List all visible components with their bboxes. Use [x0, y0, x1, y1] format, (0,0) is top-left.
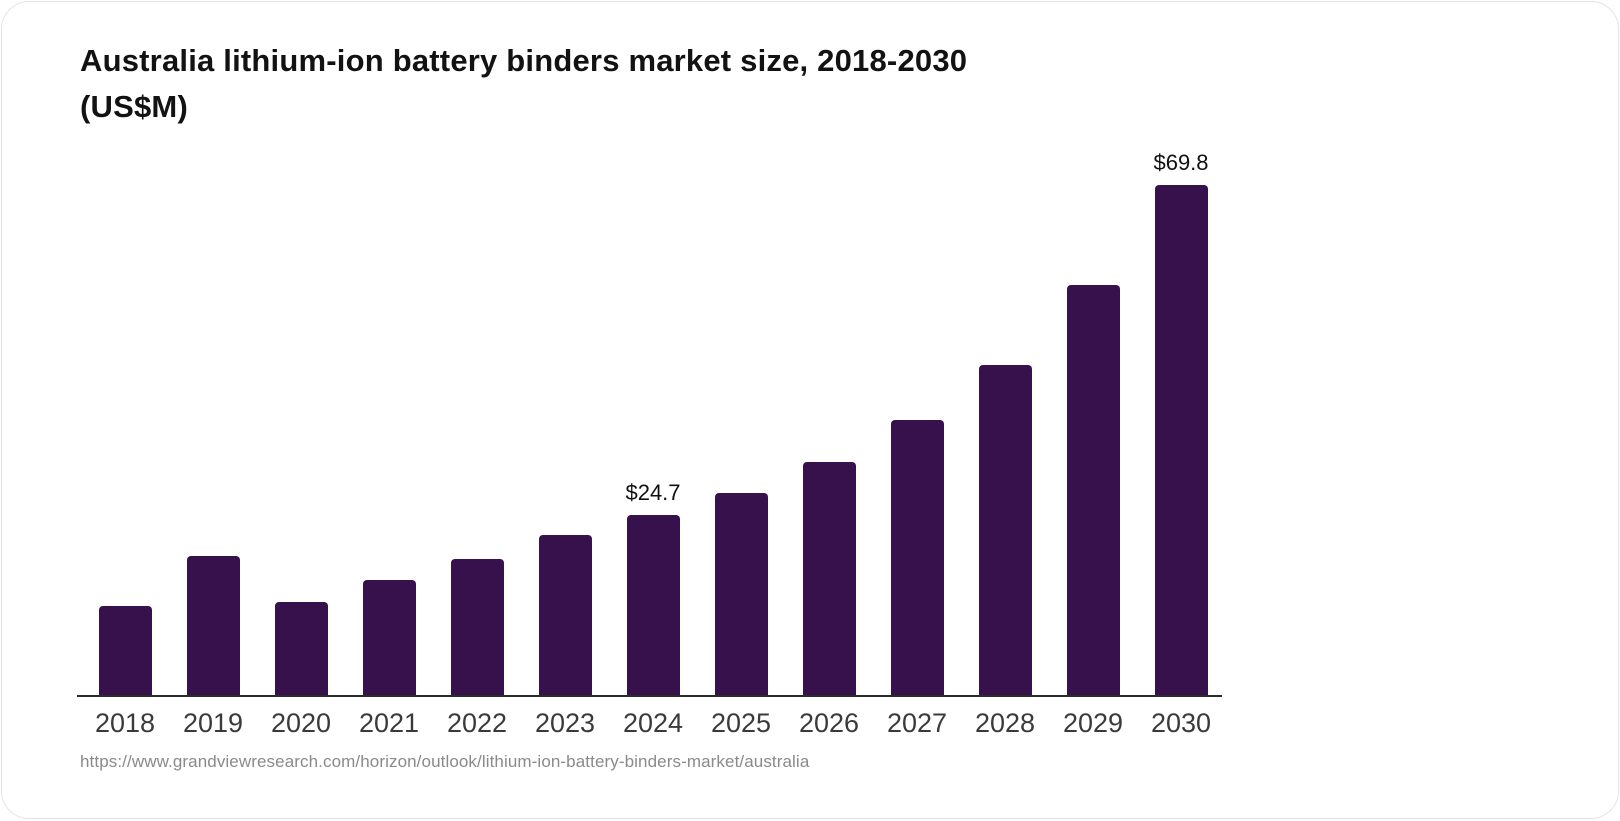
x-tick-label-2023: 2023	[534, 708, 596, 738]
x-axis-labels: 2018 2019 2020 2021 2022 2023 2024 2025 2026 2027…	[81, 708, 1225, 739]
x-tick-label-2026: 2026	[798, 708, 860, 738]
bar-2029	[1066, 285, 1120, 695]
bar-column-2018	[81, 142, 169, 695]
bar-2025	[714, 493, 768, 695]
bar-2030	[1154, 185, 1208, 695]
x-axis-line	[77, 695, 1222, 697]
bar-value-label-2030: $69.8	[1153, 150, 1209, 175]
bar-2028	[978, 365, 1032, 695]
bar-2027	[890, 420, 944, 695]
bar-column-2022	[433, 142, 521, 695]
bar-column-2020	[257, 142, 345, 695]
x-tick-label-2022: 2022	[446, 708, 508, 738]
bar-2021	[362, 580, 416, 695]
bar-2024	[626, 515, 680, 695]
bar-2022	[450, 559, 504, 695]
chart-title: Australia lithium-ion battery binders ma…	[80, 38, 1280, 130]
x-tick-label-2027: 2027	[886, 708, 948, 738]
bar-2020	[274, 602, 328, 695]
x-tick-label-2019: 2019	[182, 708, 244, 738]
bar-column-2027	[873, 142, 961, 695]
plot-area: $24.7 $69.8	[81, 142, 1225, 695]
x-tick-label-2024: 2024	[622, 708, 684, 738]
chart-title-line1: Australia lithium-ion battery binders ma…	[80, 43, 968, 78]
x-tick-label-2025: 2025	[710, 708, 772, 738]
bar-column-2021	[345, 142, 433, 695]
bar-column-2030: $69.8	[1137, 142, 1225, 695]
x-tick-label-2018: 2018	[94, 708, 156, 738]
source-url: https://www.grandviewresearch.com/horizo…	[80, 752, 810, 771]
bar-column-2026	[785, 142, 873, 695]
bar-column-2019	[169, 142, 257, 695]
bar-column-2025	[697, 142, 785, 695]
bar-column-2024: $24.7	[609, 142, 697, 695]
bar-2019	[186, 556, 240, 695]
bar-2018	[98, 606, 152, 695]
bar-column-2023	[521, 142, 609, 695]
x-tick-label-2030: 2030	[1150, 708, 1212, 738]
bar-value-label-2024: $24.7	[625, 480, 681, 505]
bar-2026	[802, 462, 856, 695]
bar-2023	[538, 535, 592, 695]
x-tick-label-2020: 2020	[270, 708, 332, 738]
x-tick-label-2028: 2028	[974, 708, 1036, 738]
x-tick-label-2021: 2021	[358, 708, 420, 738]
chart-title-line2: (US$M)	[80, 89, 188, 124]
bar-column-2028	[961, 142, 1049, 695]
x-tick-label-2029: 2029	[1062, 708, 1124, 738]
bar-column-2029	[1049, 142, 1137, 695]
